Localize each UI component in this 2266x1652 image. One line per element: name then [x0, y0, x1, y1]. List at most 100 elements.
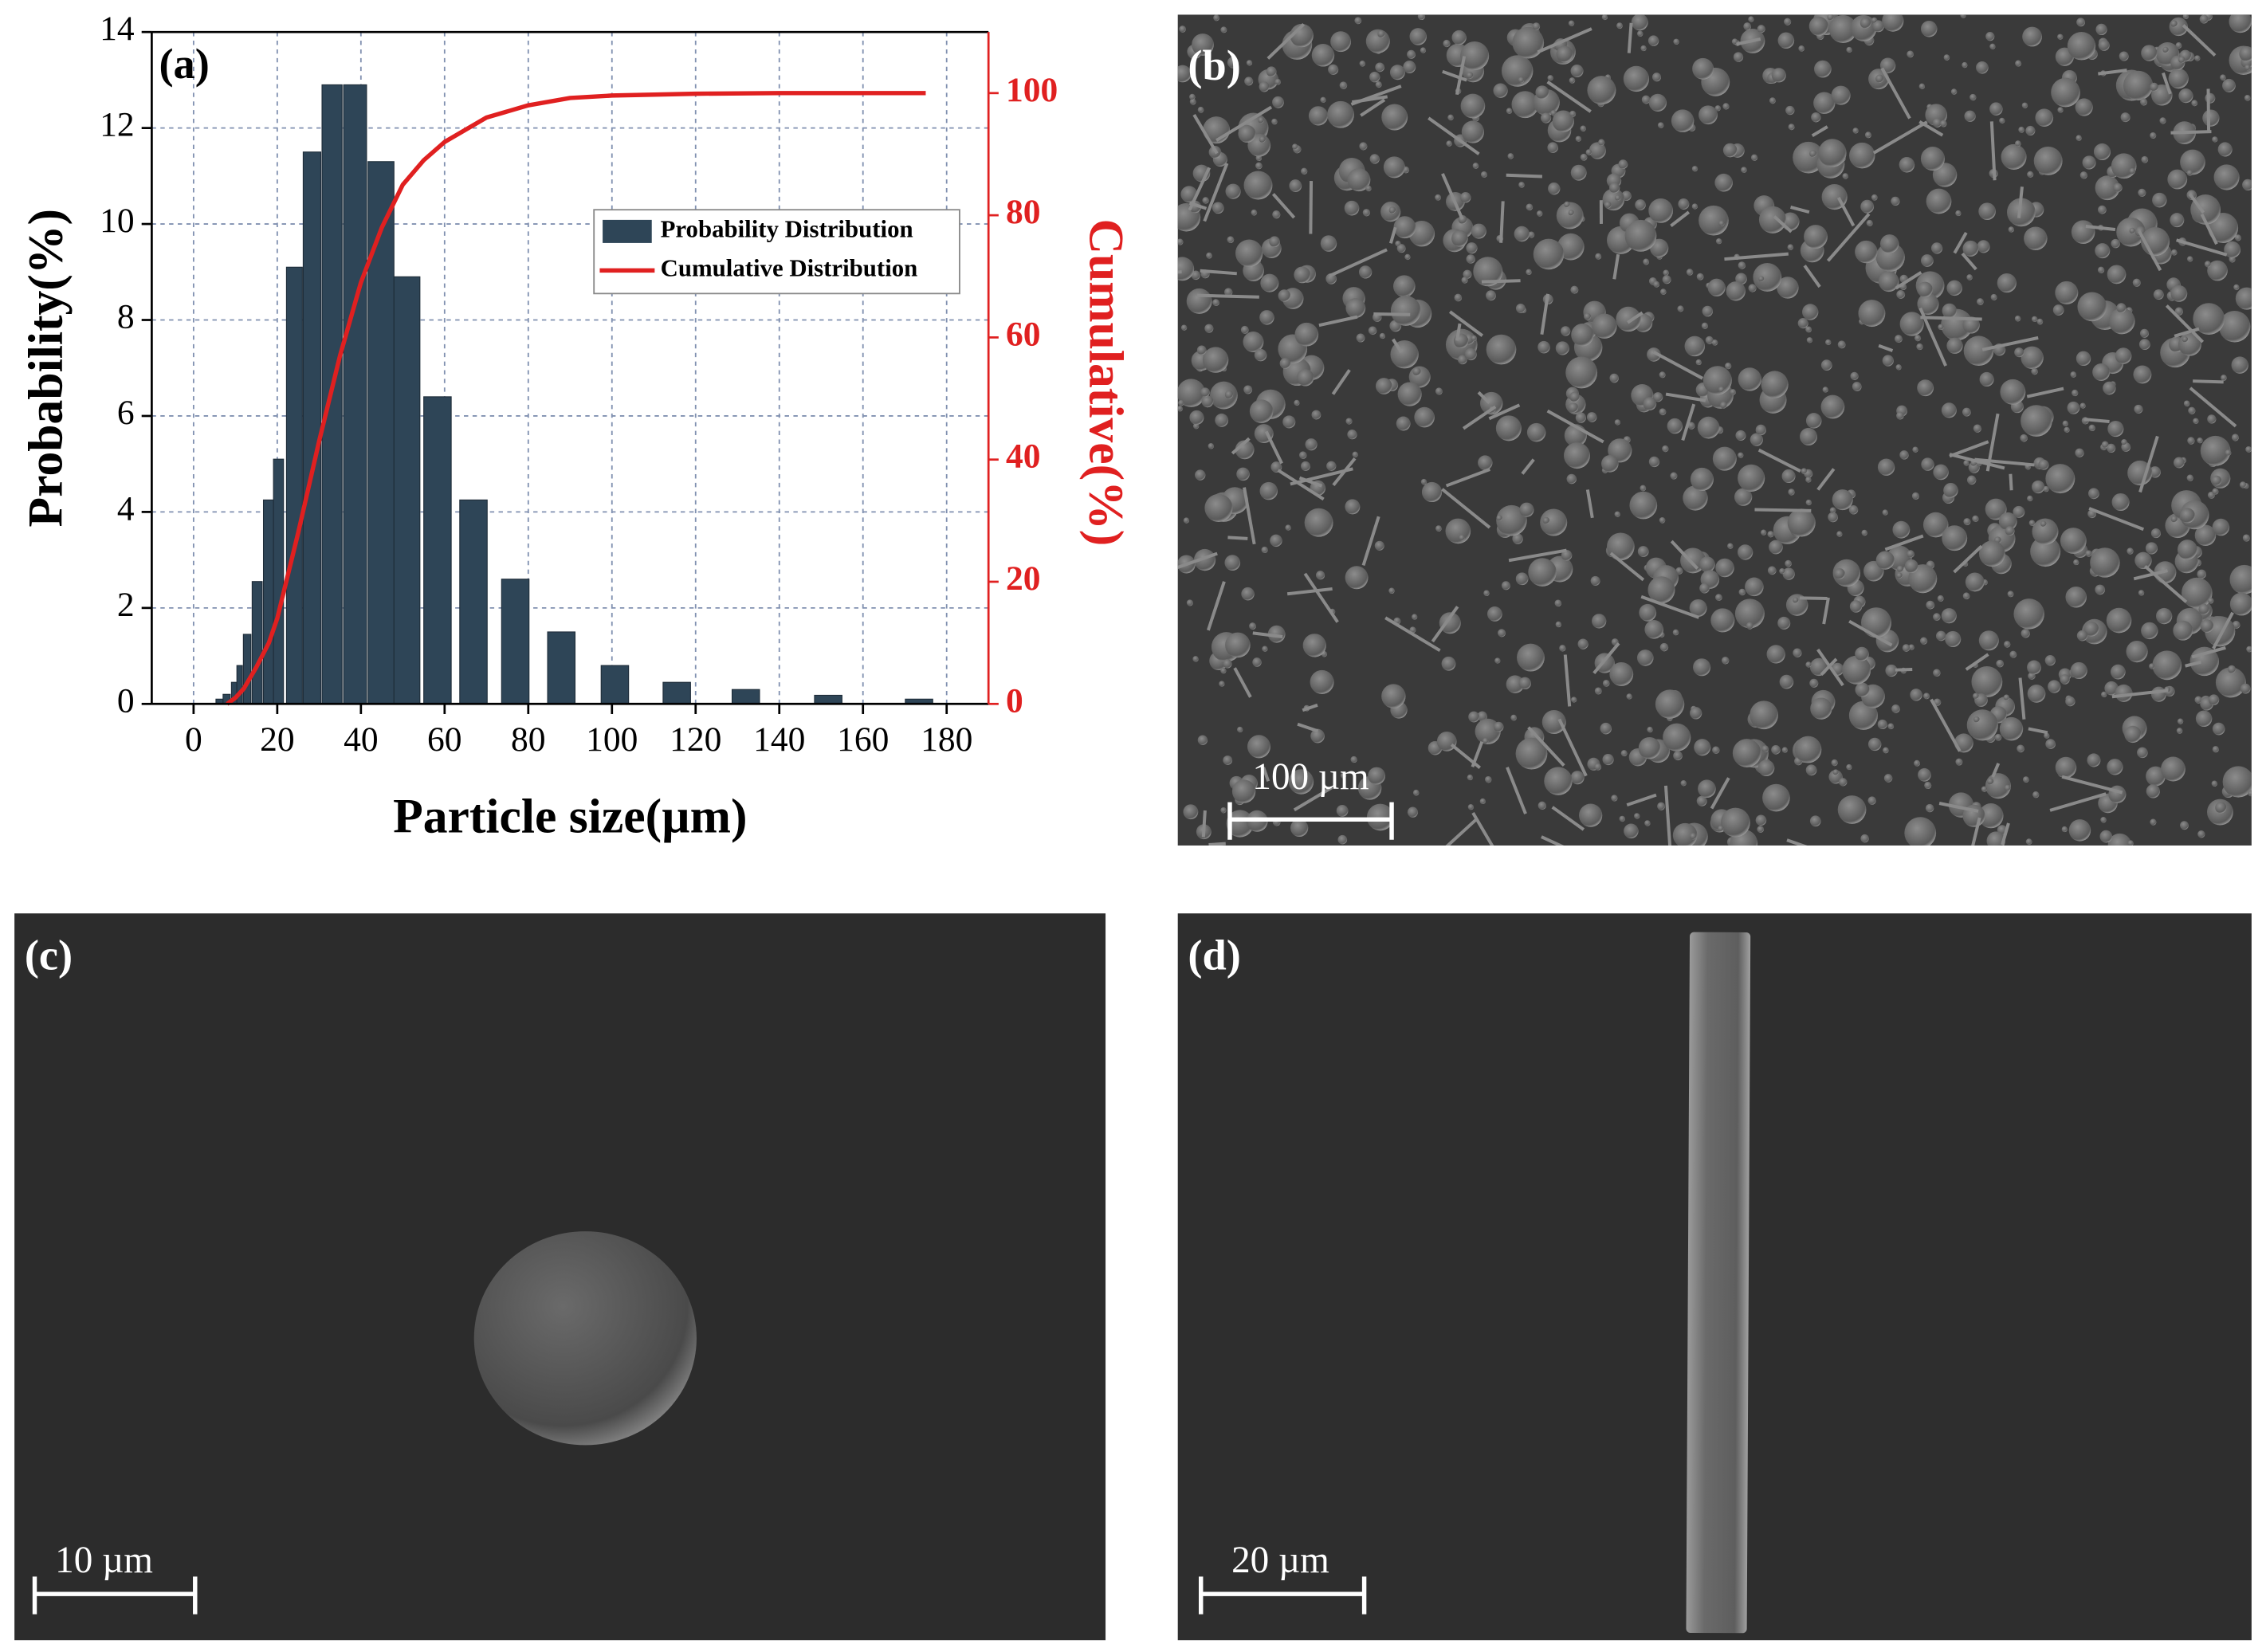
particle	[1715, 237, 1722, 245]
particle	[1271, 118, 1278, 125]
particle	[1515, 572, 1529, 586]
rod	[1302, 703, 1318, 712]
particle	[2152, 650, 2182, 681]
particle	[2199, 14, 2209, 24]
particle	[2107, 265, 2127, 284]
particle	[1197, 106, 1204, 113]
particle	[1301, 167, 1308, 175]
particle	[1779, 674, 1794, 689]
particle	[1813, 92, 1836, 114]
particle	[1734, 598, 1765, 629]
rod	[1267, 23, 1306, 60]
rod	[2084, 418, 2110, 424]
particle	[2044, 732, 2050, 739]
particle	[1989, 102, 2003, 116]
particle	[1998, 512, 2017, 531]
particle	[1519, 502, 1534, 517]
particle	[1223, 288, 1233, 296]
particle	[1356, 333, 1365, 343]
particle	[1892, 520, 1911, 539]
particle	[2150, 686, 2167, 702]
particle	[1563, 442, 1590, 469]
particle	[1689, 598, 1707, 617]
particle	[2127, 840, 2134, 846]
particle	[1750, 154, 1758, 161]
particle	[1899, 156, 1915, 173]
particle	[2178, 56, 2185, 64]
rod	[1293, 786, 1333, 812]
particle	[2211, 475, 2222, 486]
particle	[2146, 784, 2160, 799]
rod	[2174, 327, 2200, 338]
bar	[600, 665, 630, 704]
rod	[1442, 69, 1467, 82]
bar	[423, 396, 452, 704]
particle	[1692, 57, 1714, 80]
particle	[2182, 577, 2213, 609]
particle	[1891, 196, 1900, 206]
particle	[1648, 456, 1660, 468]
particle	[1867, 737, 1882, 751]
particle	[1738, 588, 1746, 596]
particle	[2111, 238, 2120, 249]
particle	[2195, 710, 2213, 727]
particle	[2123, 70, 2154, 100]
particle	[1623, 65, 1650, 92]
y2-tick-label: 80	[1006, 193, 1041, 231]
particle	[1255, 162, 1263, 170]
particle	[2222, 78, 2236, 92]
particle	[2021, 629, 2030, 638]
particle	[1937, 594, 1944, 602]
particle	[1541, 709, 1566, 734]
particle	[2100, 817, 2107, 823]
particle	[1643, 397, 1657, 410]
particle	[1805, 661, 1812, 668]
particle	[1515, 304, 1526, 313]
particle	[1861, 529, 1867, 536]
particle	[1262, 645, 1268, 652]
particle	[2014, 315, 2021, 322]
particle	[1389, 65, 1405, 80]
particle	[1920, 147, 1946, 171]
particle	[1541, 112, 1552, 124]
particle	[2197, 830, 2205, 838]
particle	[1999, 117, 2005, 124]
particle	[2197, 569, 2207, 579]
particle	[2072, 389, 2079, 397]
rod	[1665, 392, 1706, 402]
particle	[1393, 216, 1416, 239]
particle	[1236, 467, 1250, 481]
rod	[2085, 225, 2116, 231]
particle	[2235, 287, 2252, 310]
particle	[1507, 153, 1514, 159]
particle	[1787, 508, 1816, 537]
particle	[2170, 249, 2178, 256]
particle	[1556, 202, 1584, 230]
particle	[2177, 718, 2184, 724]
rod	[2026, 387, 2064, 398]
rod	[1303, 572, 1339, 623]
particle	[1594, 687, 1602, 695]
particle	[1506, 675, 1525, 693]
particle	[1381, 684, 1406, 708]
rod	[1652, 351, 1704, 380]
particle	[1925, 803, 1934, 813]
x-tick-label: 120	[670, 720, 721, 759]
particle	[1435, 387, 1443, 395]
particle	[1672, 822, 1698, 846]
particle	[1294, 399, 1300, 406]
particle	[1305, 438, 1318, 451]
particle	[1910, 689, 1922, 701]
particle	[2222, 766, 2252, 798]
particle	[2087, 488, 2099, 500]
particle	[2090, 547, 2120, 578]
particle	[2076, 135, 2082, 141]
particle	[2107, 443, 2116, 453]
particle	[2239, 45, 2252, 62]
particle	[2060, 674, 2070, 685]
particle	[2013, 598, 2044, 630]
particle	[1454, 293, 1463, 302]
rod	[1197, 293, 1259, 299]
particle	[2045, 464, 2076, 494]
